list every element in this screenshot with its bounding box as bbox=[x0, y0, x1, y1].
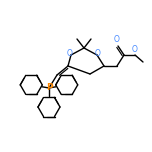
Text: P: P bbox=[46, 83, 52, 93]
Text: O: O bbox=[114, 35, 120, 44]
Text: O: O bbox=[67, 50, 73, 59]
Text: O: O bbox=[132, 45, 138, 54]
Text: O: O bbox=[95, 50, 101, 59]
